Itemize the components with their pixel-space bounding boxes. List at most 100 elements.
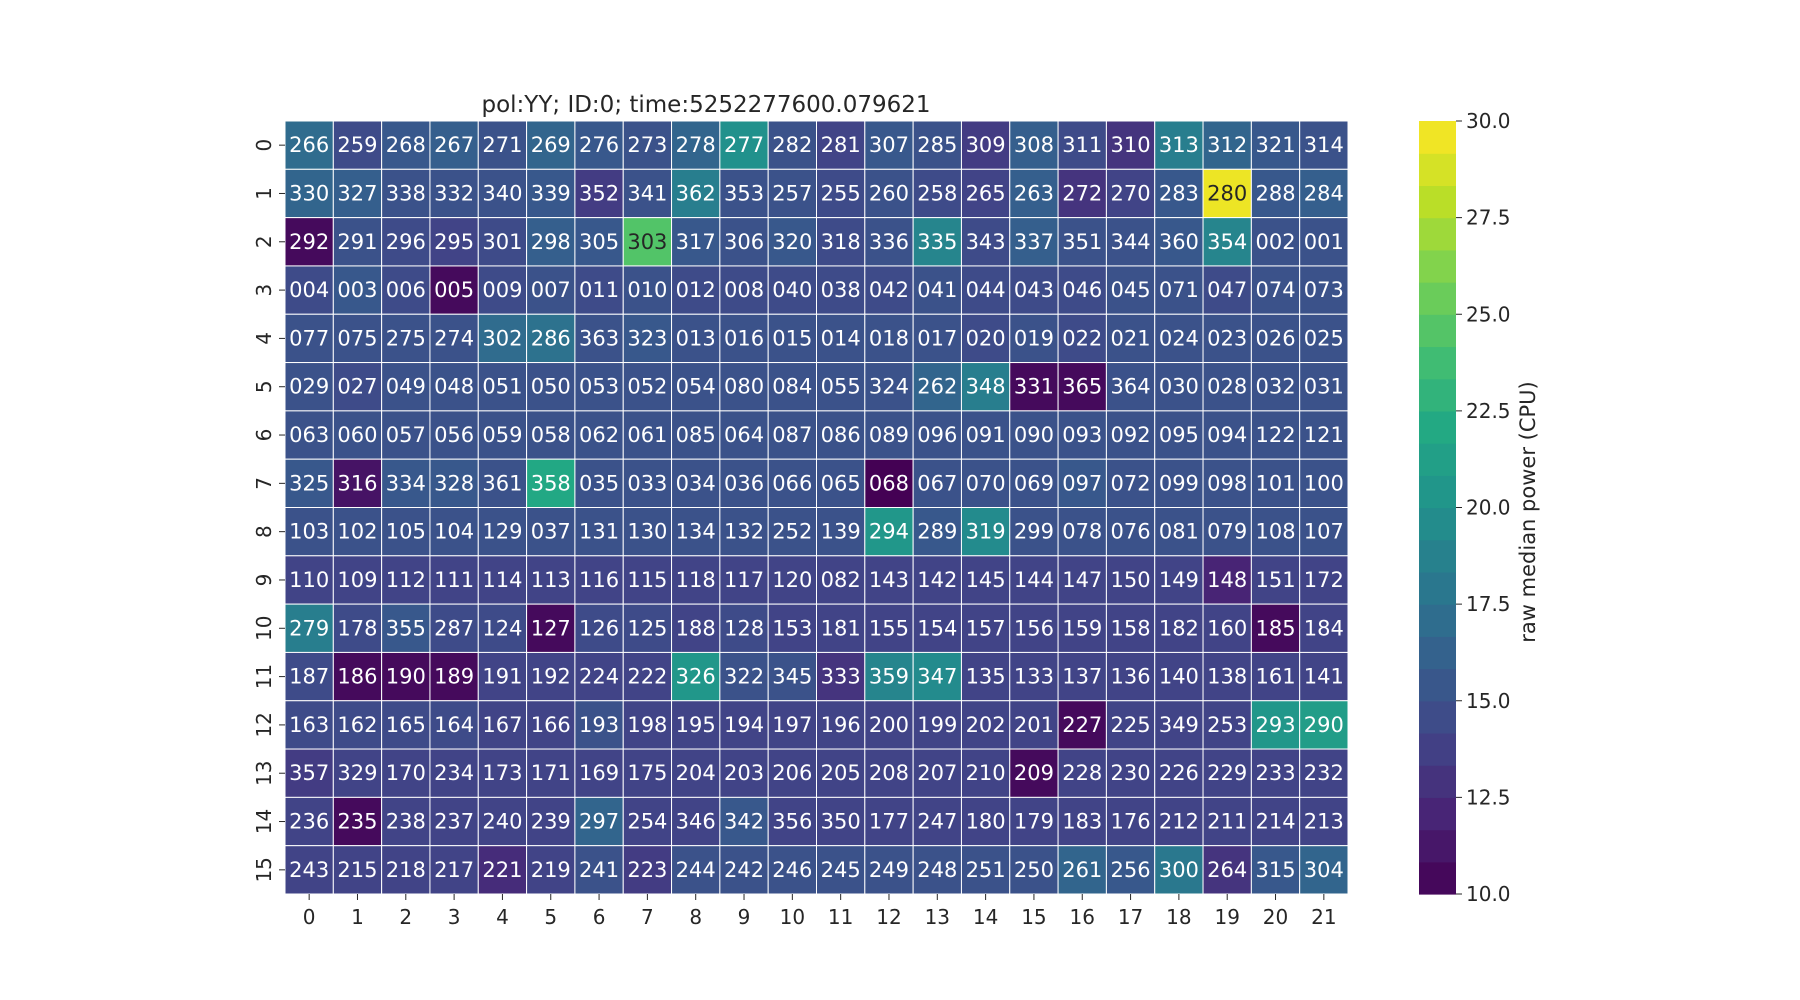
cell-value-label: 346: [676, 810, 716, 834]
colorbar-segment: [1419, 346, 1456, 380]
heatmap-cell: [816, 845, 866, 895]
colorbar-tick-label: 25.0: [1466, 302, 1511, 326]
cell-value-label: 033: [627, 471, 667, 495]
cell-value-label: 311: [1062, 133, 1102, 157]
cell-value-label: 058: [531, 423, 571, 447]
heatmap-cell: [477, 603, 528, 653]
heatmap-cell: [671, 796, 721, 847]
heatmap-cell: [671, 748, 721, 798]
heatmap-cell: [1009, 700, 1059, 750]
x-tick-label: 15: [1021, 905, 1046, 929]
colorbar-segment: [1419, 314, 1456, 348]
cell-value-label: 131: [579, 520, 619, 544]
cell-value-label: 154: [917, 616, 957, 640]
heatmap-cell: [1202, 458, 1252, 509]
cell-value-label: 031: [1304, 375, 1344, 399]
cell-value-label: 036: [724, 471, 764, 495]
cell-value-label: 107: [1304, 520, 1344, 544]
heatmap-cell: [912, 603, 962, 653]
cell-value-label: 232: [1304, 761, 1344, 785]
x-tick-label: 12: [876, 905, 901, 929]
x-tick-label: 20: [1263, 905, 1288, 929]
x-tick-label: 11: [828, 905, 853, 929]
heatmap-cell: [1202, 796, 1252, 847]
cell-value-label: 215: [337, 858, 377, 882]
cell-value-label: 244: [676, 858, 716, 882]
heatmap-cell: [381, 796, 431, 847]
heatmap-cell: [960, 362, 1011, 412]
cell-value-label: 246: [772, 858, 812, 882]
heatmap-cell: [1154, 410, 1204, 460]
cell-value-label: 337: [1014, 230, 1054, 254]
x-tick-label: 10: [780, 905, 805, 929]
cell-value-label: 250: [1014, 858, 1054, 882]
heatmap-cell: [719, 555, 769, 605]
cell-value-label: 206: [772, 761, 812, 785]
heatmap-cell: [816, 410, 866, 460]
cell-value-label: 228: [1062, 761, 1102, 785]
cell-value-label: 134: [676, 520, 716, 544]
cell-value-label: 239: [531, 810, 571, 834]
cell-value-label: 356: [772, 810, 812, 834]
heatmap-cell: [1299, 845, 1349, 895]
heatmap-cell: [429, 168, 479, 219]
cell-value-label: 362: [676, 181, 716, 205]
cell-value-label: 237: [434, 810, 474, 834]
cell-value-label: 127: [531, 616, 571, 640]
cell-value-label: 081: [1159, 520, 1199, 544]
heatmap-cell: [1299, 168, 1349, 219]
cell-value-label: 327: [337, 181, 377, 205]
cell-value-label: 042: [869, 278, 909, 302]
heatmap-cell: [1105, 120, 1156, 170]
cell-value-label: 317: [676, 230, 716, 254]
heatmap-cell: [1105, 796, 1156, 847]
cell-value-label: 344: [1111, 230, 1151, 254]
cell-value-label: 196: [821, 713, 861, 737]
cell-value-label: 319: [966, 520, 1006, 544]
heatmap-cell: [960, 313, 1011, 364]
colorbar-segment: [1419, 282, 1456, 315]
heatmap-cell: [574, 603, 624, 653]
heatmap-cell: [912, 410, 962, 460]
heatmap-cell: [477, 313, 528, 364]
cell-value-label: 135: [966, 665, 1006, 689]
cell-value-label: 016: [724, 326, 764, 350]
cell-value-label: 314: [1304, 133, 1344, 157]
cell-value-label: 248: [917, 858, 957, 882]
colorbar-tick-label: 17.5: [1466, 592, 1511, 616]
heatmap-cell: [1105, 555, 1156, 605]
cell-value-label: 359: [869, 665, 909, 689]
cell-value-label: 274: [434, 326, 474, 350]
heatmap-cell: [912, 120, 962, 170]
heatmap-cell: [622, 120, 673, 170]
x-tick-label: 8: [689, 905, 702, 929]
colorbar-tick-label: 22.5: [1466, 399, 1511, 423]
cell-value-label: 141: [1304, 665, 1344, 689]
cell-value-label: 065: [821, 471, 861, 495]
cell-value-label: 051: [482, 375, 522, 399]
cell-value-label: 179: [1014, 810, 1054, 834]
colorbar-segment: [1419, 604, 1456, 637]
cell-value-label: 032: [1255, 375, 1295, 399]
heatmap-cell: [1250, 700, 1301, 750]
heatmap-cell: [622, 748, 673, 798]
x-tick-label: 6: [593, 905, 606, 929]
cell-value-label: 230: [1111, 761, 1151, 785]
cell-value-label: 226: [1159, 761, 1199, 785]
cell-value-label: 102: [337, 520, 377, 544]
heatmap-cell: [864, 507, 914, 557]
heatmap-cell: [1154, 168, 1204, 219]
heatmap-cell: [912, 217, 962, 267]
cell-value-label: 221: [482, 858, 522, 882]
heatmap-cell: [526, 845, 576, 895]
cell-value-label: 219: [531, 858, 571, 882]
cell-value-label: 205: [821, 761, 861, 785]
colorbar-segment: [1419, 700, 1456, 734]
heatmap-cell: [477, 651, 528, 702]
cell-value-label: 332: [434, 181, 474, 205]
cell-value-label: 191: [482, 665, 522, 689]
cell-value-label: 270: [1111, 181, 1151, 205]
heatmap-cell: [1057, 120, 1107, 170]
cell-value-label: 280: [1207, 181, 1247, 205]
cell-value-label: 108: [1255, 520, 1295, 544]
